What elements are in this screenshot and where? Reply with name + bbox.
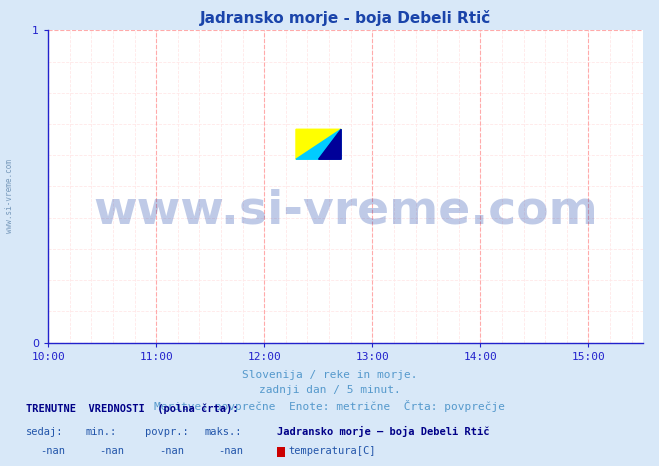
Polygon shape xyxy=(296,129,341,159)
Text: povpr.:: povpr.: xyxy=(145,427,188,437)
Text: -nan: -nan xyxy=(100,446,125,456)
Polygon shape xyxy=(318,129,341,159)
Text: temperatura[C]: temperatura[C] xyxy=(289,446,376,456)
Polygon shape xyxy=(296,129,341,159)
Text: -nan: -nan xyxy=(159,446,184,456)
Text: Slovenija / reke in morje.: Slovenija / reke in morje. xyxy=(242,370,417,380)
Text: www.si-vreme.com: www.si-vreme.com xyxy=(93,189,598,234)
Title: Jadransko morje - boja Debeli Rtič: Jadransko morje - boja Debeli Rtič xyxy=(200,10,491,27)
Text: -nan: -nan xyxy=(40,446,65,456)
Text: zadnji dan / 5 minut.: zadnji dan / 5 minut. xyxy=(258,385,401,395)
Text: sedaj:: sedaj: xyxy=(26,427,64,437)
Text: TRENUTNE  VREDNOSTI  (polna črta):: TRENUTNE VREDNOSTI (polna črta): xyxy=(26,404,239,414)
Text: -nan: -nan xyxy=(218,446,243,456)
Text: Meritve: povprečne  Enote: metrične  Črta: povprečje: Meritve: povprečne Enote: metrične Črta:… xyxy=(154,400,505,412)
Text: Jadransko morje – boja Debeli Rtič: Jadransko morje – boja Debeli Rtič xyxy=(277,426,489,437)
Text: maks.:: maks.: xyxy=(204,427,242,437)
Text: min.:: min.: xyxy=(86,427,117,437)
Text: www.si-vreme.com: www.si-vreme.com xyxy=(5,159,14,233)
